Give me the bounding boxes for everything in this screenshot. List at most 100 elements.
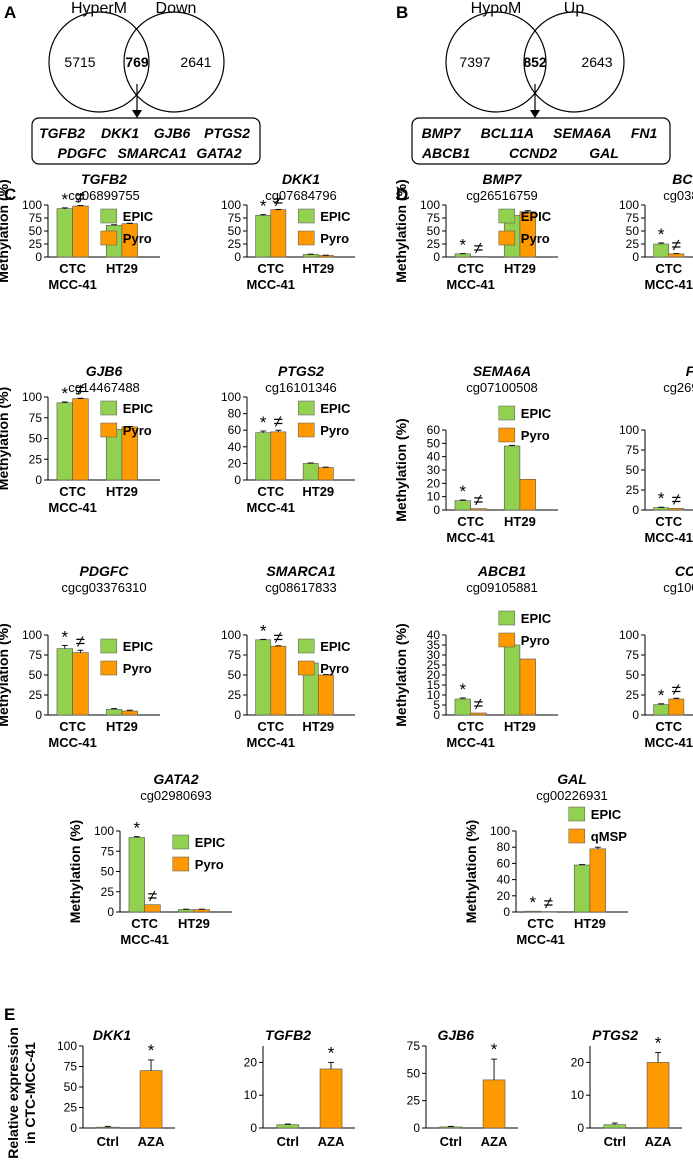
bar-qmsp-ctc [540, 911, 557, 913]
significance-mark: * [133, 819, 140, 838]
legend-swatch-pyro [100, 422, 118, 438]
y-tick-label: 25 [626, 688, 640, 702]
y-axis-label-line: Relative expression [5, 1027, 21, 1159]
y-tick-label: 0 [35, 708, 42, 722]
y-tick-label: 75 [626, 443, 640, 457]
x-tick-label: AZA [318, 1134, 345, 1149]
y-tick-label: 0 [433, 503, 440, 517]
significance-mark: * [529, 893, 536, 912]
y-tick-label: 50 [64, 1080, 78, 1094]
gene-title: PTGS2 [592, 1027, 638, 1043]
y-tick-label: 40 [497, 873, 511, 887]
bar-epic-ht29 [105, 709, 123, 716]
y-tick-label: 75 [228, 648, 242, 662]
x-tick-label: AZA [138, 1134, 165, 1149]
y-tick-label: 0 [250, 1121, 257, 1135]
legend-swatch-pyro [498, 230, 516, 246]
gene-name: FN1 [631, 125, 658, 141]
methylation-chart-ccnd2: CCND2cg100919940255075100*≠CTCHT29MCC-41… [619, 563, 693, 750]
x-tick-label: HT29 [504, 719, 536, 734]
venn-count-right: 2643 [581, 54, 612, 70]
x-tick-label: CTC [457, 261, 484, 276]
bar-ctrl [96, 1126, 120, 1129]
gene-name: GATA2 [196, 145, 242, 161]
x-tick-label: HT29 [302, 719, 334, 734]
panel-letter-b: B [396, 3, 408, 22]
y-tick-label: 50 [101, 865, 115, 879]
y-tick-label: 0 [234, 708, 241, 722]
bar-pyro-ht29 [519, 479, 536, 511]
y-tick-label: 25 [626, 483, 640, 497]
y-tick-label: 35 [427, 638, 441, 652]
bar-ctrl [603, 1124, 627, 1129]
y-tick-label: 50 [29, 224, 43, 238]
x-tick-label: Ctrl [440, 1134, 462, 1149]
y-axis-label: Methylation (%) [393, 623, 409, 726]
probe-id: cg26910092 [663, 380, 693, 395]
significance-mark: ≠ [274, 191, 283, 210]
y-axis-label-line: in CTC-MCC-41 [22, 1042, 38, 1144]
legend-swatch-pyro [297, 660, 315, 676]
legend-label-epic: EPIC [320, 209, 351, 224]
significance-mark: * [61, 190, 68, 209]
significance-mark: ≠ [474, 238, 483, 257]
x-tick-sublabel: MCC-41 [645, 277, 693, 292]
x-tick-label: CTC [131, 916, 158, 931]
y-tick-label: 50 [626, 463, 640, 477]
gene-name: ABCB1 [421, 145, 470, 161]
probe-id: cg16101346 [265, 380, 337, 395]
y-tick-label: 10 [427, 490, 441, 504]
bar-qmsp-ht29 [589, 848, 606, 913]
bar-ctrl [439, 1126, 463, 1129]
x-tick-sublabel: MCC-41 [48, 735, 96, 750]
x-tick-sublabel: MCC-41 [48, 277, 96, 292]
legend-label-epic: EPIC [591, 807, 622, 822]
y-tick-label: 0 [234, 250, 241, 264]
x-tick-label: CTC [257, 484, 284, 499]
bar-epic-ht29 [503, 644, 521, 716]
significance-mark: * [61, 384, 68, 403]
bar-epic-ctc [255, 432, 272, 481]
venn-count-overlap: 769 [125, 54, 149, 70]
y-tick-label: 25 [29, 688, 43, 702]
bar-pyro-ctc [270, 431, 287, 481]
y-tick-label: 50 [427, 224, 441, 238]
gene-name: SMARCA1 [117, 145, 186, 161]
y-tick-label: 80 [228, 407, 242, 421]
probe-id: cg09105881 [466, 580, 538, 595]
y-tick-label: 100 [619, 198, 639, 212]
legend-label-pyro: Pyro [521, 428, 550, 443]
y-tick-label: 20 [571, 1055, 585, 1069]
y-tick-label: 60 [427, 423, 441, 437]
significance-mark: * [459, 680, 466, 699]
legend-swatch-pyro [297, 422, 315, 438]
x-tick-label: CTC [257, 719, 284, 734]
x-tick-label: HT29 [302, 484, 334, 499]
y-tick-label: 75 [427, 211, 441, 225]
y-tick-label: 60 [497, 856, 511, 870]
bar-epic-ht29 [503, 445, 521, 511]
probe-id: cg26516759 [466, 188, 538, 203]
y-tick-label: 20 [228, 456, 242, 470]
significance-mark: * [148, 1041, 155, 1060]
y-axis-label: Methylation (%) [393, 179, 409, 282]
gene-list-box [411, 117, 671, 165]
gene-title: GAL [557, 771, 587, 787]
significance-mark: ≠ [544, 893, 553, 912]
legend-label-pyro: Pyro [123, 661, 152, 676]
x-tick-sublabel: MCC-41 [48, 500, 96, 515]
legend-label-epic: EPIC [521, 406, 552, 421]
y-tick-label: 30 [427, 463, 441, 477]
x-tick-sublabel: MCC-41 [446, 530, 494, 545]
bar-ctrl [276, 1124, 300, 1129]
y-tick-label: 75 [407, 1039, 421, 1053]
y-tick-label: 0 [577, 1121, 584, 1135]
y-tick-label: 40 [427, 450, 441, 464]
panel-letter-d: D [396, 185, 408, 204]
significance-mark: ≠ [76, 188, 85, 207]
